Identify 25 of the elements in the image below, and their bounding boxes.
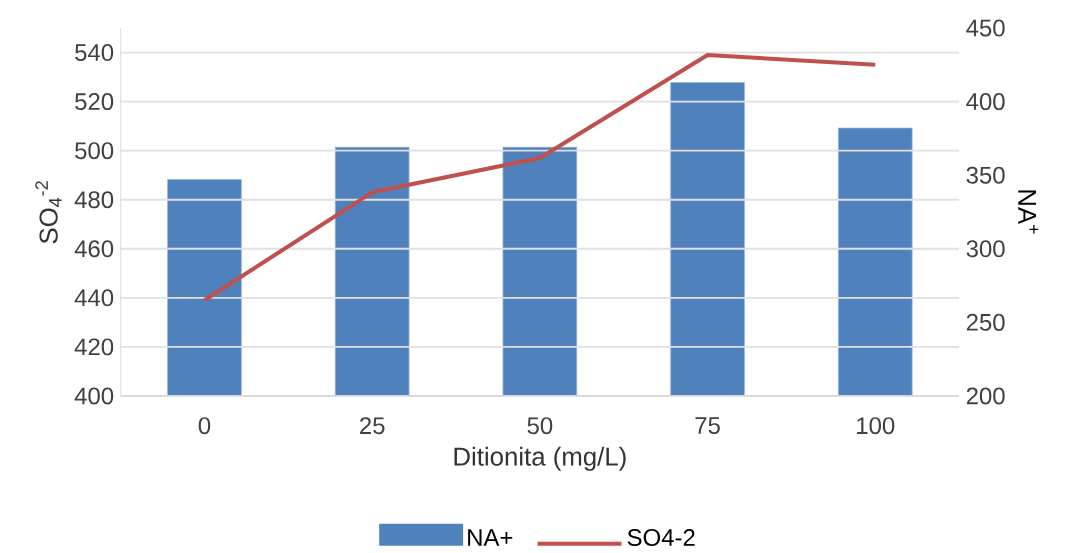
x-tick-label: 0 bbox=[198, 417, 211, 435]
line-series bbox=[202, 52, 878, 303]
y-tick-label: 480 bbox=[74, 191, 114, 209]
x-tick-label: 100 bbox=[857, 417, 895, 435]
y2-tick-label: 200 bbox=[966, 387, 1005, 405]
x-axis-title: Ditionita (mg/L) bbox=[454, 446, 626, 471]
legend-label: SO4-2 bbox=[627, 528, 695, 546]
y-axis-title: SO$_{4}$-2 bbox=[35, 181, 62, 244]
y-tick-label: 540 bbox=[75, 43, 114, 61]
y-tick-label: 440 bbox=[74, 289, 114, 307]
y-tick-label: 420 bbox=[74, 338, 114, 356]
y2-tick-label: 400 bbox=[966, 93, 1005, 110]
y-tick-label: 500 bbox=[75, 142, 114, 160]
x-tick-label: 75 bbox=[695, 417, 720, 434]
y2-tick-label: 450 bbox=[966, 19, 1005, 37]
y-tick-label: 520 bbox=[75, 93, 114, 110]
y-tick-label: 400 bbox=[74, 387, 114, 405]
y-tick-label: 460 bbox=[74, 240, 114, 258]
x-tick-label: 25 bbox=[360, 417, 385, 435]
y2-tick-label: 250 bbox=[966, 313, 1005, 331]
y2-tick-label: 300 bbox=[966, 240, 1005, 258]
y2-tick-label: 350 bbox=[966, 166, 1005, 184]
legend-label: NA+ bbox=[468, 529, 513, 546]
y2-axis-title: NA$^{+}$ bbox=[1018, 190, 1039, 234]
x-tick-label: 50 bbox=[527, 417, 553, 435]
